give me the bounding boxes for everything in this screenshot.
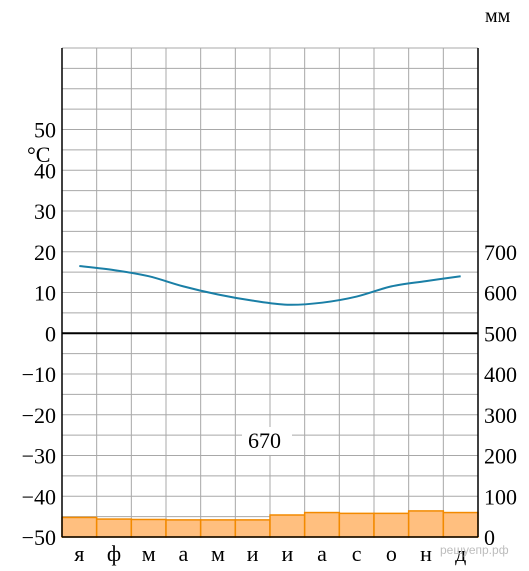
- precipitation-bar: [61, 516, 98, 538]
- month-label: а: [178, 541, 188, 566]
- temperature-tick-label: 0: [45, 321, 56, 346]
- precipitation-tick-label: 600: [484, 281, 517, 306]
- precipitation-bar: [338, 512, 375, 538]
- precipitation-bar: [269, 514, 306, 538]
- month-label: ф: [107, 541, 121, 566]
- month-label: а: [317, 541, 327, 566]
- precipitation-bar: [442, 511, 479, 538]
- month-label: м: [142, 541, 156, 566]
- total-precipitation-label: 670: [248, 428, 281, 453]
- precipitation-tick-label: 100: [484, 484, 517, 509]
- precipitation-bar: [303, 511, 341, 538]
- total-label-background: [242, 427, 292, 455]
- axes: [61, 48, 479, 538]
- precipitation-tick-labels: 700 600 500 400 300 200 100 0: [484, 240, 517, 550]
- precipitation-bar: [130, 518, 167, 538]
- month-label: м: [211, 541, 225, 566]
- precipitation-tick-label: 0: [484, 525, 495, 550]
- temperature-tick-label: −40: [22, 484, 56, 509]
- temperature-tick-label: 40: [34, 158, 56, 183]
- precipitation-bar: [95, 518, 133, 538]
- watermark: решуепр.рф: [440, 543, 509, 557]
- temperature-tick-label: 20: [34, 240, 56, 265]
- temperature-tick-labels: 50 40 30 20 10 0 −10 −20 −30 −40 −50: [22, 118, 56, 551]
- temperature-tick-label: −10: [22, 362, 56, 387]
- month-label: и: [247, 541, 259, 566]
- precipitation-tick-label: 700: [484, 240, 517, 265]
- month-label: я: [74, 541, 84, 566]
- precipitation-tick-label: 500: [484, 321, 517, 346]
- temperature-unit-label: °C: [27, 142, 50, 167]
- precipitation-tick-label: 400: [484, 362, 517, 387]
- precipitation-unit-label: мм: [485, 5, 511, 27]
- precipitation-bar: [165, 519, 202, 538]
- month-label: о: [386, 541, 397, 566]
- temperature-tick-label: 50: [34, 118, 56, 143]
- temperature-line: [79, 265, 461, 306]
- temperature-tick-label: 30: [34, 199, 56, 224]
- temperature-tick-label: −20: [22, 403, 56, 428]
- precipitation-bar: [199, 519, 237, 538]
- precipitation-bars: [61, 510, 479, 538]
- temperature-tick-label: −30: [22, 444, 56, 469]
- precipitation-tick-label: 200: [484, 444, 517, 469]
- precipitation-bar: [407, 510, 445, 538]
- precipitation-bar: [373, 512, 410, 538]
- grid: [61, 47, 479, 538]
- temperature-tick-label: 10: [34, 281, 56, 306]
- month-label: д: [455, 541, 466, 566]
- temperature-tick-label: −50: [22, 525, 56, 550]
- month-label: с: [352, 541, 362, 566]
- precipitation-bar: [234, 519, 271, 538]
- month-label: н: [420, 541, 432, 566]
- precipitation-tick-label: 300: [484, 403, 517, 428]
- month-label: и: [281, 541, 293, 566]
